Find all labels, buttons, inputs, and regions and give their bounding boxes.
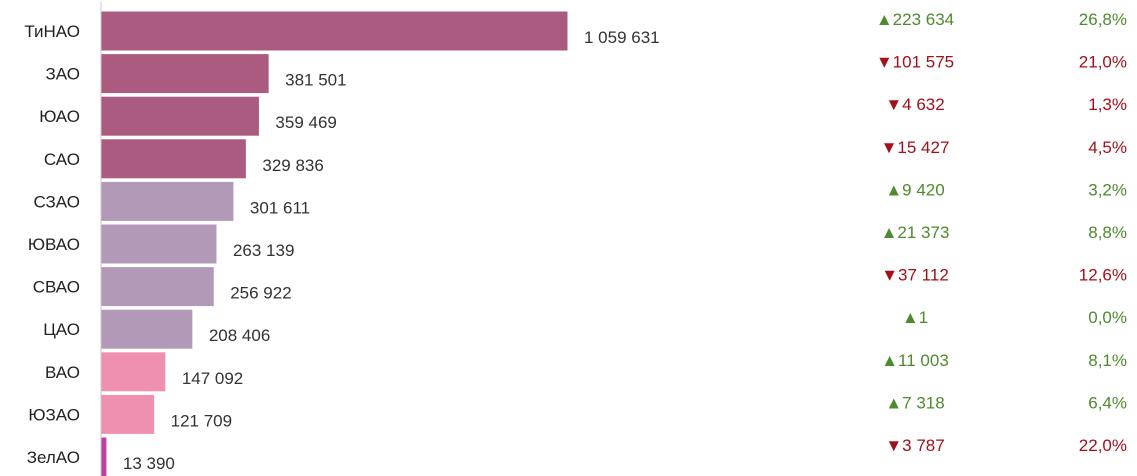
category-label: ЮЗАО bbox=[28, 405, 80, 424]
bar-2 bbox=[100, 53, 270, 95]
percent-label: 4,5% bbox=[1088, 138, 1127, 157]
percent-label: 26,8% bbox=[1079, 10, 1127, 29]
category-label: ЗелАО bbox=[27, 448, 80, 467]
category-label: СВАО bbox=[33, 278, 80, 297]
value-label: 256 922 bbox=[230, 284, 291, 303]
change-label: ▼15 427 bbox=[881, 138, 950, 157]
percent-label: 8,1% bbox=[1088, 351, 1127, 370]
percent-label: 0,0% bbox=[1088, 308, 1127, 327]
bar-8 bbox=[100, 308, 194, 350]
percent-label: 22,0% bbox=[1079, 436, 1127, 455]
value-label: 329 836 bbox=[262, 156, 323, 175]
category-label: СЗАО bbox=[33, 192, 80, 211]
change-label: ▼101 575 bbox=[876, 53, 954, 72]
change-label: ▼4 632 bbox=[885, 95, 944, 114]
percent-label: 6,4% bbox=[1088, 393, 1127, 412]
bar-6 bbox=[100, 223, 218, 265]
bar-9 bbox=[100, 351, 167, 393]
value-label: 147 092 bbox=[182, 369, 243, 388]
value-label: 263 139 bbox=[233, 241, 294, 260]
value-label: 13 390 bbox=[123, 454, 175, 473]
bar-5 bbox=[100, 180, 235, 222]
bar-10 bbox=[100, 393, 156, 435]
change-label: ▲7 318 bbox=[885, 393, 944, 412]
bar-1 bbox=[100, 10, 569, 52]
bar-4 bbox=[100, 138, 247, 180]
bar-7 bbox=[100, 266, 215, 308]
category-label: ВАО bbox=[45, 363, 80, 382]
value-label: 1 059 631 bbox=[584, 28, 660, 47]
value-label: 121 709 bbox=[171, 411, 232, 430]
change-label: ▲9 420 bbox=[885, 180, 944, 199]
category-label: ЮВАО bbox=[28, 235, 80, 254]
bars-group bbox=[100, 10, 569, 476]
category-label: ЦАО bbox=[43, 320, 80, 339]
percent-label: 1,3% bbox=[1088, 95, 1127, 114]
change-label: ▼3 787 bbox=[885, 436, 944, 455]
bar-11 bbox=[100, 436, 108, 476]
percent-label: 8,8% bbox=[1088, 223, 1127, 242]
change-label: ▲11 003 bbox=[881, 351, 949, 370]
value-label: 301 611 bbox=[250, 198, 310, 217]
change-label: ▼37 112 bbox=[881, 266, 949, 285]
change-label: ▲1 bbox=[902, 308, 928, 327]
category-label: ЮАО bbox=[39, 107, 80, 126]
value-label: 208 406 bbox=[209, 326, 270, 345]
percent-label: 21,0% bbox=[1079, 53, 1127, 72]
bar-3 bbox=[100, 95, 260, 137]
change-label: ▲21 373 bbox=[881, 223, 950, 242]
value-label: 359 469 bbox=[275, 113, 336, 132]
labels-group: ТиНАО 1 059 631 ▲223 634 26,8% ЗАО 381 501 ▼10… bbox=[24, 10, 1127, 473]
category-label: ЗАО bbox=[46, 65, 80, 84]
percent-label: 3,2% bbox=[1088, 180, 1127, 199]
value-label: 381 501 bbox=[285, 71, 346, 90]
change-label: ▲223 634 bbox=[876, 10, 954, 29]
category-label: ТиНАО bbox=[24, 22, 80, 41]
percent-label: 12,6% bbox=[1079, 266, 1127, 285]
category-label: САО bbox=[44, 150, 80, 169]
